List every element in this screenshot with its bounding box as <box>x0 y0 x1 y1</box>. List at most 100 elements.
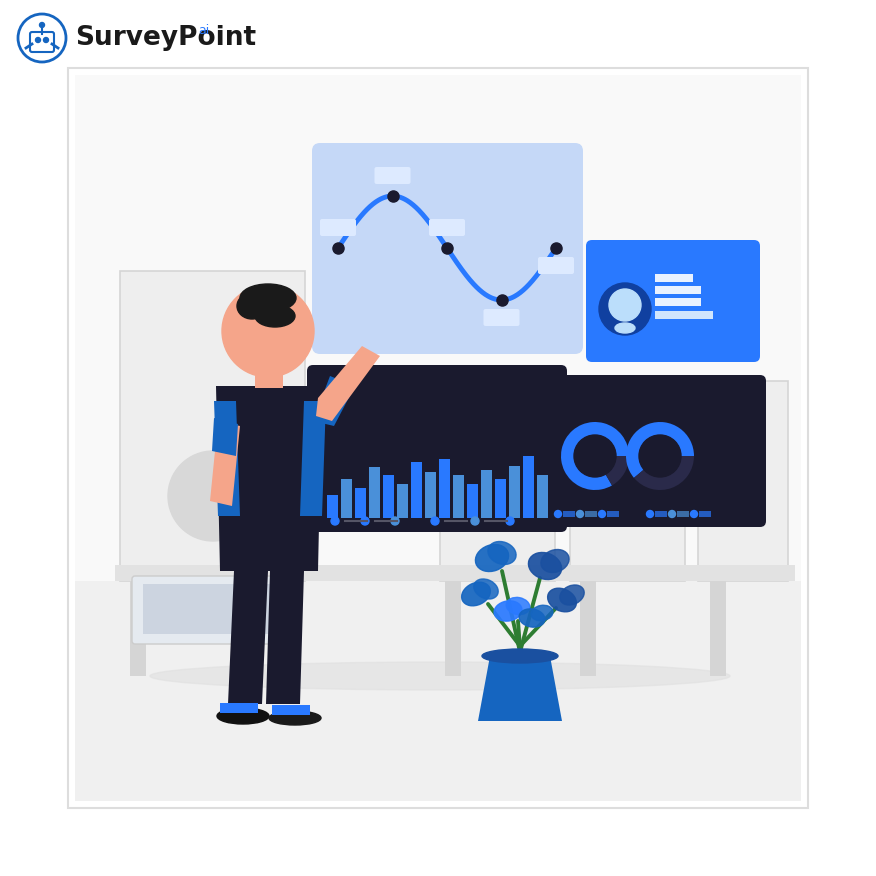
Polygon shape <box>210 421 240 506</box>
Ellipse shape <box>531 605 553 621</box>
FancyBboxPatch shape <box>429 219 465 236</box>
Circle shape <box>18 14 66 62</box>
Ellipse shape <box>474 579 498 599</box>
FancyBboxPatch shape <box>312 143 583 354</box>
FancyBboxPatch shape <box>307 365 567 532</box>
Ellipse shape <box>615 323 635 333</box>
Wedge shape <box>561 422 629 490</box>
Circle shape <box>391 517 399 525</box>
Ellipse shape <box>494 601 522 621</box>
Bar <box>75 75 801 801</box>
FancyBboxPatch shape <box>484 309 519 326</box>
FancyBboxPatch shape <box>539 375 766 527</box>
Ellipse shape <box>506 597 530 615</box>
Circle shape <box>471 517 479 525</box>
Circle shape <box>331 517 339 525</box>
Bar <box>537 476 548 518</box>
Circle shape <box>44 38 48 43</box>
Wedge shape <box>605 456 629 485</box>
Polygon shape <box>214 401 240 516</box>
Bar <box>563 511 575 517</box>
Bar <box>655 286 701 294</box>
FancyBboxPatch shape <box>538 257 574 274</box>
Circle shape <box>609 289 641 321</box>
Ellipse shape <box>528 553 562 580</box>
Bar <box>481 470 492 518</box>
Bar <box>655 311 713 319</box>
Bar <box>439 459 450 518</box>
Wedge shape <box>626 422 694 477</box>
Bar <box>570 381 685 581</box>
Polygon shape <box>313 376 355 426</box>
Bar <box>120 271 305 581</box>
Bar <box>327 495 338 518</box>
Ellipse shape <box>476 545 509 571</box>
FancyBboxPatch shape <box>320 219 356 236</box>
Polygon shape <box>300 401 326 516</box>
Circle shape <box>222 285 314 377</box>
Polygon shape <box>316 346 380 421</box>
Bar <box>698 381 788 581</box>
Circle shape <box>36 38 40 43</box>
Wedge shape <box>634 456 694 490</box>
Bar <box>607 511 619 517</box>
FancyBboxPatch shape <box>30 32 54 52</box>
Ellipse shape <box>150 662 730 690</box>
Bar <box>220 703 258 713</box>
Circle shape <box>555 511 562 518</box>
FancyBboxPatch shape <box>375 167 411 184</box>
Ellipse shape <box>462 583 491 606</box>
Bar <box>655 511 667 517</box>
Bar <box>655 274 693 282</box>
Polygon shape <box>212 418 238 456</box>
Bar <box>585 511 597 517</box>
Bar <box>272 705 310 715</box>
Bar <box>440 381 555 581</box>
Bar <box>495 478 506 518</box>
Bar <box>341 478 352 518</box>
Polygon shape <box>216 386 322 571</box>
Bar <box>383 476 394 518</box>
Ellipse shape <box>237 293 267 319</box>
Bar <box>255 358 283 388</box>
Ellipse shape <box>560 585 584 605</box>
FancyBboxPatch shape <box>586 240 760 362</box>
Polygon shape <box>228 571 268 704</box>
Circle shape <box>168 451 258 541</box>
Ellipse shape <box>269 711 321 725</box>
Circle shape <box>646 511 653 518</box>
Ellipse shape <box>548 588 576 611</box>
Bar <box>411 463 422 518</box>
Bar <box>75 581 801 801</box>
Bar <box>143 584 287 634</box>
Circle shape <box>431 517 439 525</box>
Bar <box>115 565 795 581</box>
Circle shape <box>39 23 45 27</box>
Bar <box>523 456 534 518</box>
Polygon shape <box>478 656 562 721</box>
Text: SurveyPoint: SurveyPoint <box>75 25 256 51</box>
Circle shape <box>599 283 651 335</box>
Circle shape <box>576 511 583 518</box>
Circle shape <box>574 435 616 477</box>
Bar <box>355 489 366 518</box>
Bar <box>445 579 461 676</box>
Bar <box>130 579 146 676</box>
Circle shape <box>639 435 681 477</box>
Bar <box>677 511 689 517</box>
Bar <box>397 484 408 518</box>
Circle shape <box>690 511 697 518</box>
Ellipse shape <box>540 549 569 573</box>
Ellipse shape <box>217 708 269 724</box>
Ellipse shape <box>488 541 516 564</box>
Circle shape <box>598 511 605 518</box>
Bar <box>509 466 520 518</box>
Polygon shape <box>266 571 304 704</box>
Ellipse shape <box>482 649 558 663</box>
Circle shape <box>361 517 369 525</box>
Ellipse shape <box>255 305 295 327</box>
Bar <box>467 484 478 518</box>
Bar <box>453 476 464 518</box>
Ellipse shape <box>240 284 296 312</box>
Bar <box>68 68 808 808</box>
